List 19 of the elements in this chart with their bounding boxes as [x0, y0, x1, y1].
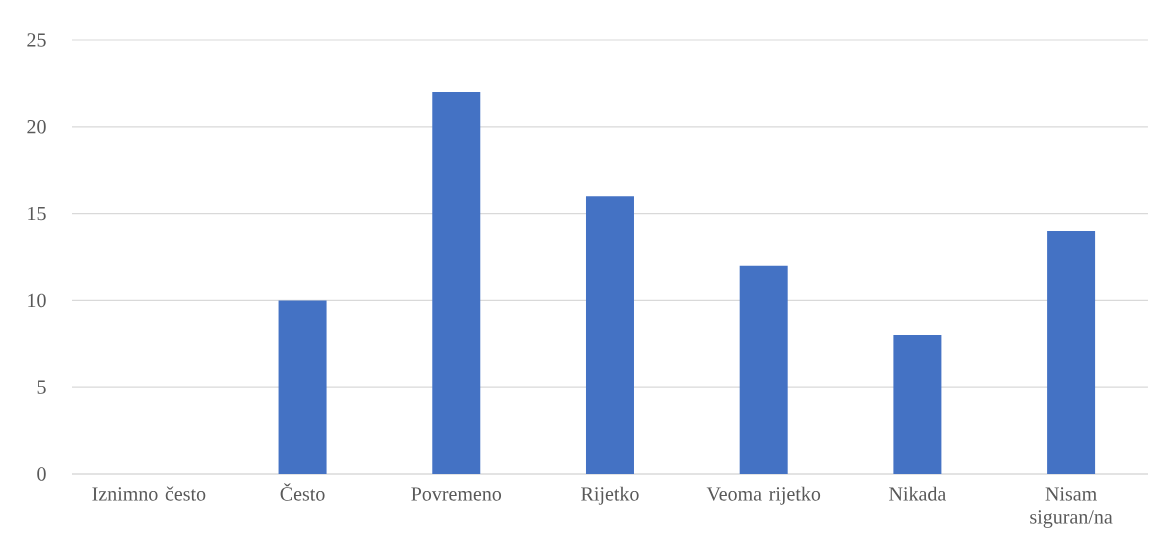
x-tick-label: Nisam siguran/na [1030, 487, 1113, 528]
bar [432, 92, 481, 474]
bar [278, 300, 327, 474]
x-tick-label: Iznimno često [92, 486, 206, 501]
x-tick-label: Povremeno [411, 487, 502, 501]
y-tick-label: 15 [28, 206, 46, 221]
y-tick-label: 10 [28, 293, 46, 308]
y-tick-label: 0 [37, 467, 46, 481]
x-tick-label: Često [280, 483, 325, 501]
y-tick-label: 25 [27, 33, 46, 47]
bar [893, 335, 942, 474]
x-tick-label: Veoma rijetko [706, 486, 821, 505]
bar [739, 265, 788, 474]
bar [1047, 230, 1096, 474]
x-tick-label: Rijetko [581, 486, 639, 505]
y-tick-label: 5 [37, 380, 46, 394]
bar [585, 196, 634, 474]
x-tick-label: Nikada [889, 486, 946, 501]
y-tick-label: 20 [27, 120, 46, 134]
